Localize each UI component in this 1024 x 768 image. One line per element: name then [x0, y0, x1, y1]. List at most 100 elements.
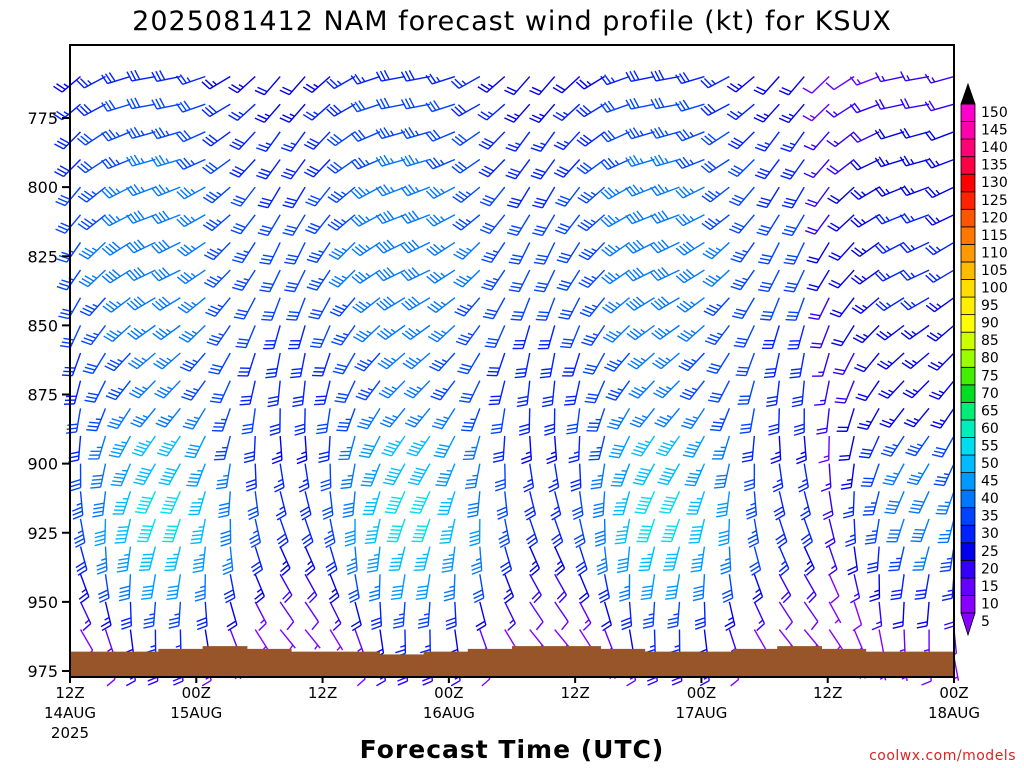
surface-block [556, 646, 601, 677]
barb-flag [607, 100, 616, 110]
barb-flag [539, 375, 551, 379]
barb-flag [211, 396, 223, 400]
barb-flag [226, 620, 237, 628]
wind-barb [243, 435, 256, 464]
wind-barb [730, 269, 755, 291]
wind-barb [257, 214, 281, 237]
barb-half-flag [849, 534, 856, 538]
barb-staff [887, 380, 905, 399]
barb-flag [493, 455, 504, 459]
barb-flag [311, 621, 320, 631]
barb-flag [734, 222, 745, 228]
barb-flag [141, 496, 153, 500]
barb-flag [355, 303, 365, 311]
wind-barb [551, 518, 564, 549]
surface-block [335, 651, 380, 677]
barb-flag [712, 421, 724, 424]
barb-half-flag [440, 216, 445, 221]
barb-flag [92, 510, 104, 514]
barb-flag [661, 540, 672, 543]
barb-flag [730, 285, 741, 291]
barb-flag [847, 569, 858, 576]
wind-barb [864, 518, 880, 545]
barb-flag [350, 160, 359, 170]
barb-flag [628, 243, 638, 252]
barb-staff [856, 75, 880, 86]
barb-half-flag [846, 478, 853, 482]
wind-barb [730, 242, 755, 263]
wind-barb [101, 156, 131, 170]
barb-flag [806, 287, 817, 292]
barb-half-flag [392, 415, 398, 419]
colorbar-segment [960, 454, 976, 473]
barb-flag [299, 486, 310, 493]
barb-flag [605, 333, 616, 341]
barb-flag [803, 540, 813, 549]
barb-flag [108, 243, 118, 252]
barb-flag [573, 514, 584, 521]
wind-barb [937, 518, 955, 544]
barb-flag [166, 597, 177, 601]
barb-flag [904, 329, 914, 338]
barb-flag [79, 78, 89, 87]
barb-flag [205, 311, 216, 317]
barb-flag [783, 228, 795, 233]
wind-barb [703, 297, 730, 317]
barb-flag [825, 82, 835, 91]
colorbar-label: 145 [981, 123, 1008, 139]
barb-half-flag [644, 440, 651, 444]
wind-barb [203, 269, 231, 288]
barb-flag [551, 513, 561, 521]
barb-staff [753, 546, 762, 570]
wind-barb [299, 491, 312, 521]
barb-flag [186, 418, 198, 423]
wind-barb [855, 380, 880, 402]
x-tick-label: 00Z [687, 684, 716, 702]
barb-flag [285, 257, 297, 262]
barb-flag [905, 389, 916, 396]
barb-flag [436, 418, 447, 423]
barb-flag [322, 506, 333, 512]
barb-flag [535, 621, 544, 631]
barb-staff [132, 158, 156, 167]
colorbar-segment [960, 103, 976, 122]
barb-staff [529, 629, 546, 649]
barb-flag [803, 172, 814, 179]
wind-barb [143, 601, 157, 629]
x-tick-label: 12Z [55, 684, 84, 702]
wind-barb [288, 325, 306, 350]
barb-flag [247, 510, 259, 517]
barb-flag [110, 388, 121, 394]
barb-half-flag [186, 77, 191, 83]
barb-flag [288, 311, 300, 314]
barb-flag [164, 569, 175, 572]
wind-barb [702, 241, 730, 260]
barb-flag [941, 597, 953, 602]
barb-flag [750, 565, 760, 572]
barb-flag [700, 137, 710, 146]
barb-flag [603, 131, 612, 141]
barb-flag [181, 396, 192, 401]
barb-flag [204, 106, 214, 115]
barb-flag [625, 187, 633, 197]
wind-barb [560, 325, 581, 349]
wind-barb [229, 131, 256, 151]
barb-flag [441, 565, 453, 569]
barb-flag [90, 486, 101, 489]
barb-flag [114, 541, 126, 544]
barb-flag [640, 467, 651, 472]
wind-barb [78, 241, 106, 260]
barb-flag [559, 166, 570, 172]
barb-staff [279, 546, 291, 569]
barb-half-flag [696, 469, 702, 472]
wind-barb [544, 408, 556, 436]
barb-flag [780, 568, 790, 576]
barb-half-flag [728, 616, 734, 621]
barb-flag [458, 247, 469, 255]
wind-barb [828, 269, 855, 289]
barb-flag [931, 453, 943, 458]
wind-barb [899, 241, 930, 254]
wind-barb [56, 242, 82, 263]
wind-barb [208, 352, 231, 375]
